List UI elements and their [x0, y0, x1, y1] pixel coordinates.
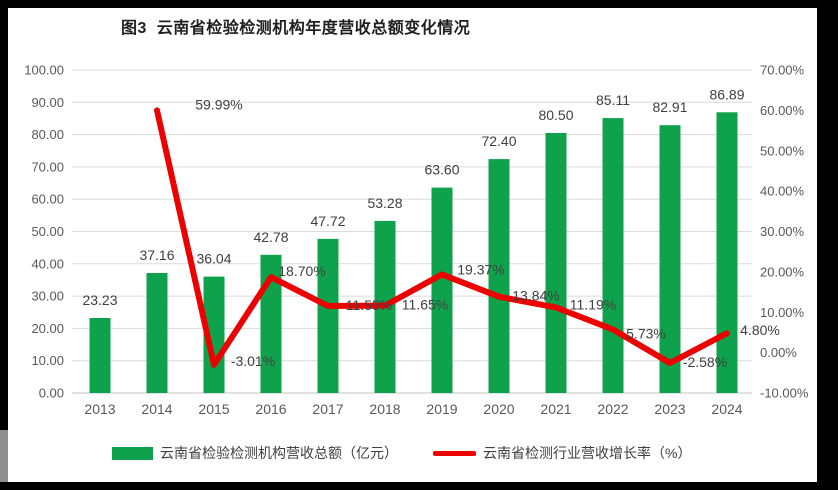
right-axis-tick: -10.00% [760, 386, 809, 401]
x-axis-label: 2019 [426, 401, 457, 417]
bar-series-label: 云南省检验检测机构营收总额（亿元） [160, 445, 398, 461]
revenue-bar [545, 133, 567, 393]
right-axis-tick: 50.00% [760, 143, 805, 158]
left-axis-tick: 100.00 [24, 63, 64, 78]
bar-series-swatch [112, 446, 153, 460]
line-value-label: 59.99% [195, 96, 242, 112]
left-axis-tick: 90.00 [31, 95, 64, 110]
revenue-bar [659, 125, 681, 393]
bar-value-label: 36.04 [196, 251, 231, 267]
left-axis-tick: 60.00 [31, 192, 64, 207]
left-axis-tick: 80.00 [31, 127, 64, 142]
bar-value-label: 47.72 [310, 213, 345, 229]
x-axis-label: 2016 [255, 401, 286, 417]
chart-canvas [8, 8, 817, 482]
line-value-label: 11.65% [402, 297, 448, 313]
bar-value-label: 23.23 [82, 292, 117, 308]
line-value-label: 11.19% [570, 296, 616, 312]
revenue-bar [89, 318, 111, 393]
right-axis-tick: 20.00% [760, 264, 805, 279]
line-value-label: 5.73% [626, 326, 666, 342]
line-value-label: 11.55% [346, 297, 392, 313]
line-value-label: -3.01% [231, 353, 275, 369]
left-axis-tick: 10.00 [31, 353, 64, 368]
right-axis-tick: 60.00% [760, 103, 805, 118]
x-axis-label: 2017 [312, 401, 343, 417]
line-value-label: 4.80% [740, 322, 780, 338]
right-axis-tick: 0.00% [760, 345, 797, 360]
line-series-label: 云南省检测行业营收增长率（%） [483, 445, 692, 461]
left-axis-tick: 0.00 [39, 386, 64, 401]
line-value-label: -2.58% [683, 354, 727, 370]
revenue-bar [146, 273, 168, 393]
revenue-bar [488, 159, 510, 393]
line-value-label: 13.84% [512, 288, 559, 304]
left-axis-tick: 70.00 [31, 159, 64, 174]
left-axis-tick: 50.00 [31, 224, 64, 239]
line-series-swatch [433, 450, 476, 456]
x-axis-label: 2018 [369, 401, 400, 417]
legend-item-bars: 云南省检验检测机构营收总额（亿元） [112, 443, 398, 463]
x-axis-label: 2013 [84, 401, 115, 417]
right-axis-tick: 10.00% [760, 305, 805, 320]
revenue-bar [203, 276, 225, 393]
x-axis-label: 2022 [597, 401, 628, 417]
left-border-gray-segment [0, 430, 8, 482]
revenue-bar [431, 187, 453, 393]
growth-line [154, 107, 730, 368]
revenue-bar [716, 112, 738, 394]
x-axis-label: 2024 [711, 401, 742, 417]
revenue-bar [602, 118, 624, 393]
bar-value-label: 42.78 [253, 229, 288, 245]
bar-value-label: 53.28 [367, 195, 402, 211]
bar-value-label: 82.91 [652, 99, 687, 115]
bar-value-label: 63.60 [424, 162, 459, 178]
x-axis-label: 2023 [654, 401, 685, 417]
bar-value-label: 80.50 [538, 107, 573, 123]
legend-item-line: 云南省检测行业营收增长率（%） [433, 443, 691, 463]
x-axis-label: 2015 [198, 401, 229, 417]
right-axis-tick: 40.00% [760, 184, 805, 199]
bar-value-label: 86.89 [709, 86, 744, 102]
left-axis-tick: 40.00 [31, 256, 64, 271]
bar-value-label: 37.16 [139, 247, 174, 263]
line-value-label: 19.37% [457, 261, 504, 277]
x-axis-label: 2021 [540, 401, 571, 417]
left-axis-tick: 30.00 [31, 289, 64, 304]
x-axis-label: 2020 [483, 401, 514, 417]
x-axis-label: 2014 [141, 401, 172, 417]
bar-value-label: 72.40 [481, 133, 516, 149]
right-axis-tick: 70.00% [760, 63, 805, 78]
left-axis-tick: 20.00 [31, 321, 64, 336]
right-axis-tick: 30.00% [760, 224, 805, 239]
chart-title: 图3 云南省检验检测机构年度营收总额变化情况 [121, 20, 471, 37]
line-value-label: 18.70% [278, 263, 325, 279]
bar-value-label: 85.11 [596, 92, 630, 108]
revenue-bar [317, 238, 339, 393]
